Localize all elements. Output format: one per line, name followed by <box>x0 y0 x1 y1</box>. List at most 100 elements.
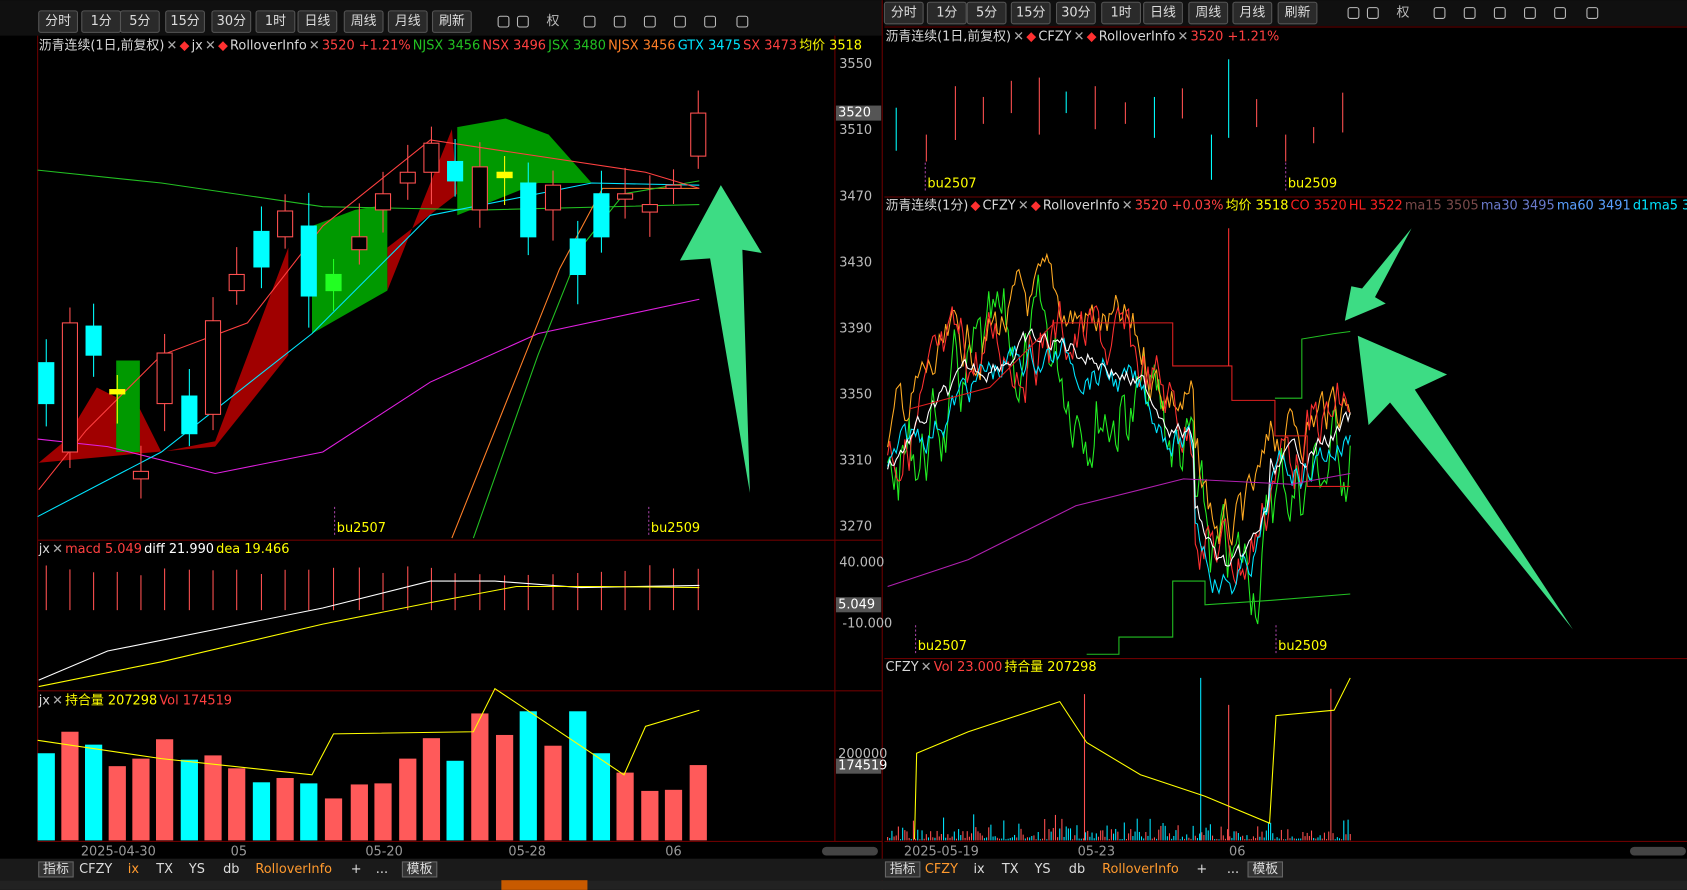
tab[interactable]: RolloverInfo <box>1102 862 1179 877</box>
tab[interactable]: ix <box>128 862 140 877</box>
toolbar-icon[interactable] <box>674 15 686 28</box>
toolbar-button-label[interactable]: 1分 <box>936 6 957 21</box>
toolbar-icon[interactable] <box>613 15 626 28</box>
toolbar-icon[interactable] <box>583 15 596 28</box>
toolbar-button[interactable] <box>119 10 160 33</box>
legend-item: jx <box>191 38 204 53</box>
tab[interactable]: + <box>1196 862 1207 877</box>
tab[interactable]: TX <box>1001 862 1019 877</box>
tab[interactable]: 模板 <box>1252 862 1278 877</box>
tab[interactable]: db <box>1069 862 1085 877</box>
toolbar-button-label[interactable]: 周线 <box>351 14 377 29</box>
toolbar-button[interactable] <box>165 10 205 33</box>
tab[interactable]: 指标 <box>43 862 69 877</box>
toolbar-icon[interactable] <box>1463 7 1476 19</box>
tab-button[interactable] <box>1247 861 1284 878</box>
toolbar-button[interactable] <box>343 10 384 33</box>
toolbar-button[interactable] <box>211 10 252 33</box>
toolbar-button[interactable] <box>966 1 1007 25</box>
tab-button[interactable] <box>884 861 921 878</box>
toolbar-button[interactable] <box>1101 1 1141 25</box>
toolbar-icon[interactable] <box>1366 7 1379 19</box>
toolbar-button-label[interactable]: 30分 <box>217 14 246 29</box>
toolbar-icon[interactable]: 权 <box>547 13 560 29</box>
toolbar-button-label[interactable]: 月线 <box>1239 6 1265 21</box>
tab-button[interactable] <box>401 861 438 878</box>
price-axis-label: 3430 <box>839 255 872 270</box>
candle-body <box>569 238 586 276</box>
toolbar-button[interactable] <box>926 1 967 25</box>
legend-item: ma60 3491 <box>1557 198 1631 213</box>
toolbar-button[interactable] <box>1143 1 1183 25</box>
price-tag-bg <box>835 105 882 121</box>
toolbar-button[interactable] <box>387 10 428 33</box>
toolbar-button[interactable] <box>1277 1 1318 25</box>
toolbar-button-label[interactable]: 日线 <box>1150 6 1176 21</box>
tab[interactable]: RolloverInfo <box>255 862 332 877</box>
toolbar-button-label[interactable]: 1分 <box>91 14 112 29</box>
tab[interactable]: ix <box>973 862 985 877</box>
tab[interactable]: CFZY <box>925 862 958 877</box>
toolbar-icon[interactable] <box>643 15 656 28</box>
toolbar-icon[interactable] <box>1493 7 1506 19</box>
volume-bar <box>592 753 611 841</box>
ribbon <box>457 118 592 216</box>
toolbar-button-label[interactable]: 1时 <box>265 14 286 29</box>
toolbar-button[interactable] <box>38 10 79 33</box>
tab[interactable]: YS <box>1034 862 1051 877</box>
tab[interactable]: TX <box>155 862 173 877</box>
date-label: 2025-05-19 <box>904 845 979 860</box>
toolbar-button-label[interactable]: 5分 <box>129 14 150 29</box>
toolbar-button-label[interactable]: 分时 <box>891 6 917 21</box>
toolbar-button-label[interactable]: 月线 <box>395 14 421 29</box>
tab[interactable]: ... <box>376 862 388 877</box>
toolbar-button-label[interactable]: 日线 <box>304 14 330 29</box>
toolbar-icon[interactable] <box>516 15 529 28</box>
toolbar-button-label[interactable]: 15分 <box>170 14 199 29</box>
toolbar-icon[interactable] <box>736 15 749 28</box>
toolbar-button[interactable] <box>1010 1 1051 25</box>
tab[interactable]: CFZY <box>79 862 112 877</box>
tab[interactable]: 指标 <box>890 862 916 877</box>
legend-item: 3520 +1.21% <box>322 38 411 53</box>
tab[interactable]: + <box>351 862 362 877</box>
toolbar-icon[interactable] <box>497 15 510 28</box>
volume-bar <box>252 782 271 841</box>
toolbar-button[interactable] <box>297 10 338 33</box>
toolbar-button[interactable] <box>255 10 296 33</box>
toolbar-button-label[interactable]: 5分 <box>976 6 997 21</box>
toolbar-button[interactable] <box>1055 1 1096 25</box>
toolbar-button[interactable] <box>431 10 472 33</box>
volume-bar <box>61 731 79 841</box>
toolbar-button[interactable] <box>1188 1 1229 25</box>
toolbar-icon[interactable] <box>1586 7 1599 19</box>
tab[interactable]: YS <box>188 862 205 877</box>
tab-button[interactable] <box>38 861 74 878</box>
toolbar-button[interactable] <box>883 1 924 25</box>
legend-item: 3520 +0.03% <box>1135 198 1224 213</box>
toolbar-button-label[interactable]: 周线 <box>1195 6 1221 21</box>
toolbar-button-label[interactable]: 刷新 <box>439 13 465 29</box>
toolbar-icon[interactable] <box>1524 7 1536 19</box>
toolbar-button-label[interactable]: 1时 <box>1111 6 1132 21</box>
line <box>451 187 700 539</box>
toolbar-icon[interactable] <box>1554 7 1566 19</box>
toolbar-icon[interactable]: 权 <box>1397 5 1410 21</box>
scrollbar <box>1629 846 1686 856</box>
volume-bar <box>664 789 683 841</box>
volume-bar <box>641 790 659 841</box>
toolbar-icon[interactable] <box>1347 7 1360 19</box>
toolbar-icon[interactable] <box>704 15 717 28</box>
toolbar-button-label[interactable]: 30分 <box>1061 6 1090 21</box>
tab[interactable]: 模板 <box>407 862 433 877</box>
tab[interactable]: ... <box>1227 862 1239 877</box>
legend-item: ✕ <box>1074 29 1085 44</box>
tab[interactable]: db <box>223 862 239 877</box>
macd-axis-label: 40.000 <box>839 555 884 570</box>
contract-label: bu2507 <box>337 521 386 536</box>
toolbar-icon[interactable] <box>1433 7 1446 19</box>
toolbar-button-label[interactable]: 分时 <box>45 14 71 29</box>
toolbar-button-label[interactable]: 15分 <box>1016 6 1045 21</box>
toolbar-button-label[interactable]: 刷新 <box>1285 5 1311 21</box>
toolbar-button[interactable] <box>1232 1 1273 25</box>
